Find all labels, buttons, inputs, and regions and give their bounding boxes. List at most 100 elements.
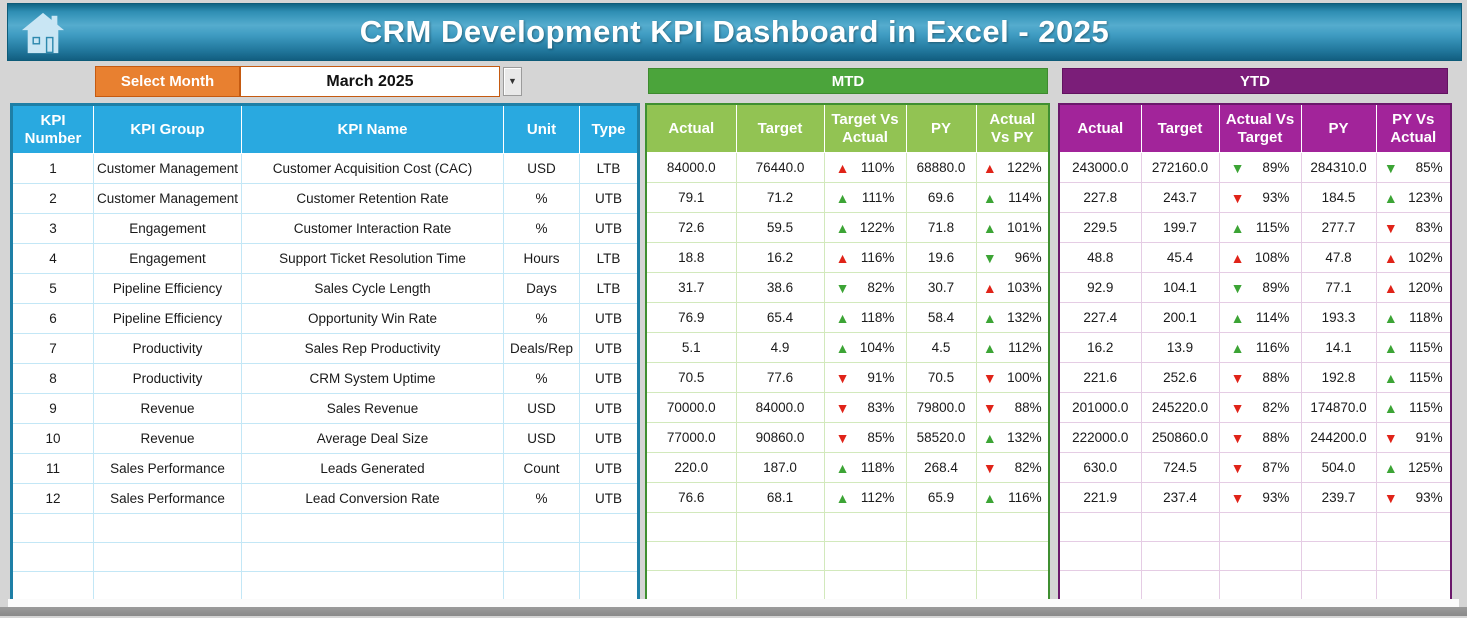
empty-cell — [735, 541, 825, 571]
ytd-py-cell: 193.3 — [1300, 302, 1377, 333]
empty-cell — [1218, 541, 1302, 571]
mtd-row: 76.9 65.4 ▲ 118% 58.4 ▲ 132% — [645, 302, 1050, 333]
ytd-py-vs-actual-cell: ▲ 118% — [1375, 302, 1452, 333]
mtd-row: 77000.0 90860.0 ▼ 85% 58520.0 ▲ 132% — [645, 422, 1050, 453]
empty-cell — [1375, 541, 1452, 571]
ytd-actual-vs-target-cell: ▼ 82% — [1218, 392, 1302, 423]
empty-cell — [823, 570, 907, 601]
empty-cell — [579, 571, 639, 602]
mtd-actual-vs-py-cell: ▼ 82% — [975, 452, 1050, 483]
mtd-actual-cell: 5.1 — [645, 332, 737, 363]
mtd-table-head: Actual Target Target Vs Actual PY Actual Vs … — [645, 103, 1050, 153]
ytd-actual-vs-target-cell: ▼ 89% — [1218, 272, 1302, 303]
mtd-actual-cell: 76.9 — [645, 302, 737, 333]
percent-value: 112% — [1008, 340, 1042, 355]
percent-value: 89% — [1262, 280, 1290, 295]
empty-cell — [645, 541, 737, 571]
percent-value: 132% — [1007, 310, 1042, 325]
kpi-type-cell: LTB — [579, 153, 639, 184]
ytd-row: 221.6 252.6 ▼ 88% 192.8 ▲ 115% — [1058, 362, 1452, 393]
ytd-py-cell: 192.8 — [1300, 362, 1377, 393]
mtd-py-cell: 58520.0 — [905, 422, 977, 453]
empty-cell — [503, 513, 580, 543]
kpi-name-cell: Sales Cycle Length — [241, 273, 504, 304]
ytd-actual-cell: 92.9 — [1058, 272, 1142, 303]
mtd-row: 18.8 16.2 ▲ 116% 19.6 ▼ 96% — [645, 242, 1050, 273]
ytd-target-cell: 45.4 — [1140, 242, 1220, 273]
kpi-group-cell: Customer Management — [93, 183, 242, 214]
kpi-group-cell: Revenue — [93, 423, 242, 454]
empty-cell — [975, 512, 1050, 542]
ytd-py-vs-actual-cell: ▲ 115% — [1375, 392, 1452, 423]
kpi-name-cell: Customer Interaction Rate — [241, 213, 504, 244]
mtd-target-cell: 77.6 — [735, 362, 825, 393]
empty-cell — [645, 512, 737, 542]
empty-cell — [1058, 570, 1142, 601]
ytd-target-cell: 200.1 — [1140, 302, 1220, 333]
ytd-target-cell: 272160.0 — [1140, 152, 1220, 183]
down-arrow-icon: ▼ — [1230, 159, 1245, 176]
kpi-col-header: KPI Name — [241, 104, 504, 154]
kpi-row: 6 Pipeline Efficiency Opportunity Win Rate… — [11, 303, 639, 334]
kpi-row: 12 Sales Performance Lead Conversion Rate%… — [11, 483, 639, 514]
kpi-row: 3 Engagement Customer Interaction Rate% UTB — [11, 213, 639, 244]
ytd-row: 630.0 724.5 ▼ 87% 504.0 ▲ 125% — [1058, 452, 1452, 483]
percent-value: 91% — [1415, 430, 1443, 445]
ytd-col-header: PY — [1300, 103, 1377, 153]
up-arrow-icon: ▲ — [835, 189, 850, 206]
ytd-py-vs-actual-cell: ▲ 102% — [1375, 242, 1452, 273]
up-arrow-icon: ▲ — [982, 339, 997, 356]
mtd-actual-cell: 84000.0 — [645, 152, 737, 183]
empty-cell — [241, 513, 504, 543]
kpi-group-cell: Productivity — [93, 333, 242, 364]
up-arrow-icon: ▲ — [835, 309, 850, 326]
home-icon[interactable] — [20, 11, 66, 55]
kpi-number-cell: 6 — [11, 303, 94, 334]
up-arrow-icon: ▲ — [1383, 279, 1398, 296]
mtd-actual-cell: 72.6 — [645, 212, 737, 243]
mtd-actual-vs-py-cell: ▲ 132% — [975, 302, 1050, 333]
mtd-actual-vs-py-cell: ▲ 116% — [975, 482, 1050, 513]
down-arrow-icon: ▼ — [1230, 369, 1245, 386]
mtd-target-cell: 71.2 — [735, 182, 825, 213]
month-dropdown-button[interactable]: ▼ — [503, 67, 522, 96]
up-arrow-icon: ▲ — [982, 159, 997, 176]
down-arrow-icon: ▼ — [1383, 159, 1398, 176]
kpi-col-header: KPI Group — [93, 104, 242, 154]
empty-cell — [975, 541, 1050, 571]
mtd-row: 5.1 4.9 ▲ 104% 4.5 ▲ 112% — [645, 332, 1050, 363]
empty-cell — [823, 512, 907, 542]
kpi-number-cell: 2 — [11, 183, 94, 214]
down-arrow-icon: ▼ — [982, 369, 997, 386]
ytd-row: 227.8 243.7 ▼ 93% 184.5 ▲ 123% — [1058, 182, 1452, 213]
kpi-row: 9 Revenue Sales Revenue USD UTB — [11, 393, 639, 424]
empty-cell — [905, 512, 977, 542]
ytd-actual-vs-target-cell: ▲ 116% — [1218, 332, 1302, 363]
kpi-row: 4 Engagement Support Ticket Resolution Tim… — [11, 243, 639, 274]
down-arrow-icon: ▼ — [835, 399, 850, 416]
ytd-target-cell: 104.1 — [1140, 272, 1220, 303]
empty-cell — [11, 542, 94, 572]
kpi-number-cell: 11 — [11, 453, 94, 484]
ytd-py-vs-actual-cell: ▲ 123% — [1375, 182, 1452, 213]
mtd-target-vs-actual-cell: ▲ 122% — [823, 212, 907, 243]
kpi-name-cell: Sales Rep Productivity — [241, 333, 504, 364]
up-arrow-icon: ▲ — [1230, 309, 1245, 326]
kpi-unit-cell: % — [503, 483, 580, 514]
ytd-col-header: PY Vs Actual — [1375, 103, 1452, 153]
down-arrow-icon: ▼ — [1230, 489, 1245, 506]
ytd-row: 243000.0 272160.0 ▼ 89% 284310.0 ▼ 85% — [1058, 152, 1452, 183]
percent-value: 118% — [1409, 310, 1443, 325]
percent-value: 116% — [1008, 490, 1042, 505]
up-arrow-icon: ▲ — [1230, 249, 1245, 266]
mtd-actual-vs-py-cell: ▲ 114% — [975, 182, 1050, 213]
percent-value: 115% — [1255, 220, 1290, 235]
up-arrow-icon: ▲ — [982, 219, 997, 236]
ytd-target-cell: 243.7 — [1140, 182, 1220, 213]
up-arrow-icon: ▲ — [835, 339, 850, 356]
percent-value: 104% — [859, 340, 895, 355]
month-select-value[interactable]: March 2025 — [240, 66, 500, 97]
kpi-unit-cell: % — [503, 303, 580, 334]
empty-cell — [503, 542, 580, 572]
mtd-target-vs-actual-cell: ▼ 82% — [823, 272, 907, 303]
